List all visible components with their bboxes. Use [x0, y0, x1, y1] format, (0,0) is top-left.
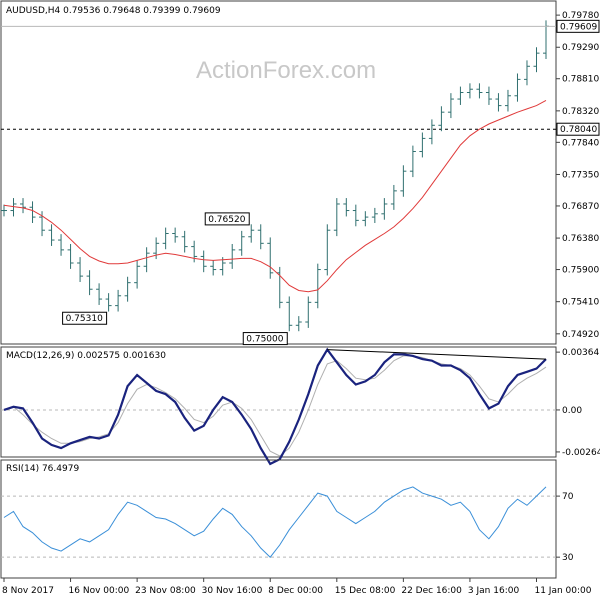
x-tick-label: 16 Nov 00:00	[69, 586, 130, 596]
annotation-label: 0.76520	[208, 215, 245, 225]
macd-trendline	[327, 349, 547, 360]
x-tick-label: 23 Nov 08:00	[135, 586, 196, 596]
current-price-label-box	[556, 19, 600, 33]
price-panel: ActionForex.com AUDUSD,H4 0.79536 0.7964…	[0, 0, 600, 346]
macd-panel-title: MACD(12,26,9) 0.002575 0.001630	[6, 351, 166, 361]
y-tick-label: 0.79290	[562, 43, 599, 53]
macd-panel-border	[0, 346, 557, 458]
rsi-panel-border	[0, 459, 557, 579]
price-bars	[1, 20, 549, 332]
level-label: 0.78040	[560, 125, 597, 135]
x-tick-label: 8 Dec 00:00	[268, 586, 323, 596]
price-annotations: 0.76520 0.75310 0.75000	[62, 212, 288, 346]
y-tick-label: 0.78810	[562, 75, 599, 85]
rsi-panel-title: RSI(14) 76.4979	[6, 464, 79, 474]
current-price-label: 0.79609	[560, 22, 597, 32]
x-tick-label: 3 Jan 16:00	[468, 586, 520, 596]
y-tick-label: 0.78320	[562, 107, 599, 117]
x-tick-label: 8 Nov 2017	[2, 586, 54, 596]
rsi-panel: RSI(14) 76.4979 70 30	[0, 459, 574, 579]
y-tick-label: 0.00364	[562, 348, 599, 358]
y-tick-label: -0.002644	[562, 448, 600, 458]
rsi-line	[3, 486, 547, 558]
y-tick-label: 0.77840	[562, 138, 599, 148]
y-tick-label: 70	[562, 492, 574, 502]
rsi-y-axis: 70 30	[1, 492, 574, 563]
price-panel-title: AUDUSD,H4 0.79536 0.79648 0.79399 0.7960…	[6, 6, 221, 16]
price-axis-labels: 0.79609 0.78040	[1, 19, 600, 136]
annotation-box	[242, 332, 288, 346]
y-tick-label: 0.75410	[562, 298, 599, 308]
y-tick-label: 0.76870	[562, 202, 599, 212]
watermark: ActionForex.com	[196, 57, 376, 84]
y-tick-label: 0.75900	[562, 266, 599, 276]
annotation-box	[62, 311, 108, 325]
annotation-box	[204, 212, 250, 226]
price-y-axis: 0.79780 0.79290 0.78810 0.78320 0.77840 0.773…	[556, 11, 599, 340]
macd-y-axis: 0.00364 0.00 -0.002644	[1, 348, 600, 458]
annotation-label: 0.75310	[66, 314, 103, 324]
x-tick-label: 11 Jan 00:00	[534, 586, 591, 596]
annotation-label: 0.75000	[246, 335, 283, 345]
x-axis: 8 Nov 2017 16 Nov 00:00 23 Nov 08:00 30 Nov…	[2, 578, 592, 596]
y-tick-label: 0.79780	[562, 11, 599, 21]
y-tick-label: 0.77350	[562, 170, 599, 180]
y-tick-label: 0.74920	[562, 330, 599, 340]
y-tick-label: 0.76380	[562, 234, 599, 244]
macd-line	[3, 347, 547, 466]
level-label-box	[556, 122, 600, 136]
macd-panel: MACD(12,26,9) 0.002575 0.001630 0.003640…	[0, 346, 600, 466]
x-tick-label: 30 Nov 16:00	[202, 586, 263, 596]
y-tick-label: 30	[562, 553, 574, 563]
y-tick-label: 0.00	[562, 406, 582, 416]
x-tick-label: 15 Dec 08:00	[335, 586, 396, 596]
x-tick-label: 22 Dec 16:00	[401, 586, 462, 596]
moving-average-line	[3, 99, 547, 293]
